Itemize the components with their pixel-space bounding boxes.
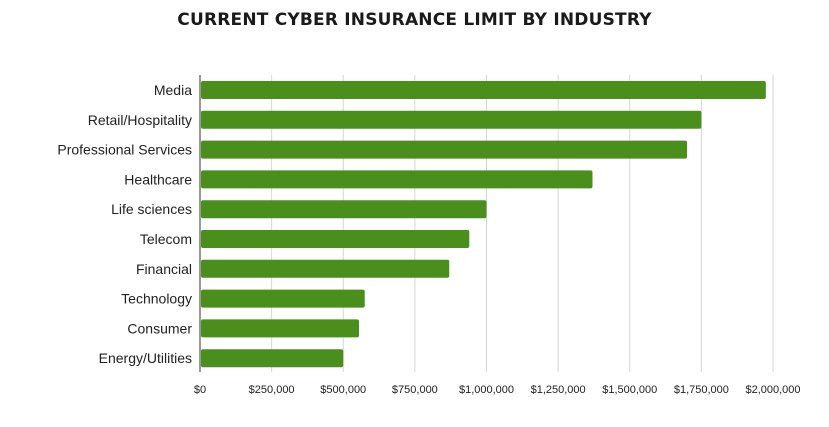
bar [201,349,344,368]
category-label: Consumer [127,320,192,336]
category-label: Energy/Utilities [99,350,192,366]
x-tick-label: $1,000,000 [459,384,514,396]
category-label: Professional Services [57,142,192,158]
bar [201,140,688,159]
x-tick-label: $500,000 [320,384,366,396]
category-label: Life sciences [111,201,192,217]
bars [201,81,766,368]
bar [201,170,593,189]
bar [201,289,365,308]
x-tick-labels: $0 $250,000 $500,000 $750,000 $1,000,000 $1,2… [194,384,801,396]
category-label: Financial [136,261,192,277]
category-label: Technology [121,291,192,307]
x-tick-label: $250,000 [249,384,295,396]
gridlines [271,75,774,372]
x-tick-label: $0 [194,384,206,396]
category-labels: Media Retail/Hospitality Professional Serv… [57,82,192,366]
x-tick-label: $750,000 [392,384,438,396]
category-label: Media [154,82,192,98]
x-tick-label: $1,250,000 [531,384,586,396]
x-tick-label: $2,000,000 [745,384,800,396]
chart-title: CURRENT CYBER INSURANCE LIMIT BY INDUSTR… [177,10,652,30]
bar [201,259,450,278]
x-tick-label: $1,500,000 [602,384,657,396]
bar [201,110,702,129]
category-label: Healthcare [124,171,192,187]
bar [201,230,470,248]
x-tick-label: $1,750,000 [674,384,729,396]
category-label: Telecom [140,231,192,247]
category-label: Retail/Hospitality [88,112,192,128]
bar [201,81,766,99]
bar [201,200,487,219]
bar [201,319,360,338]
